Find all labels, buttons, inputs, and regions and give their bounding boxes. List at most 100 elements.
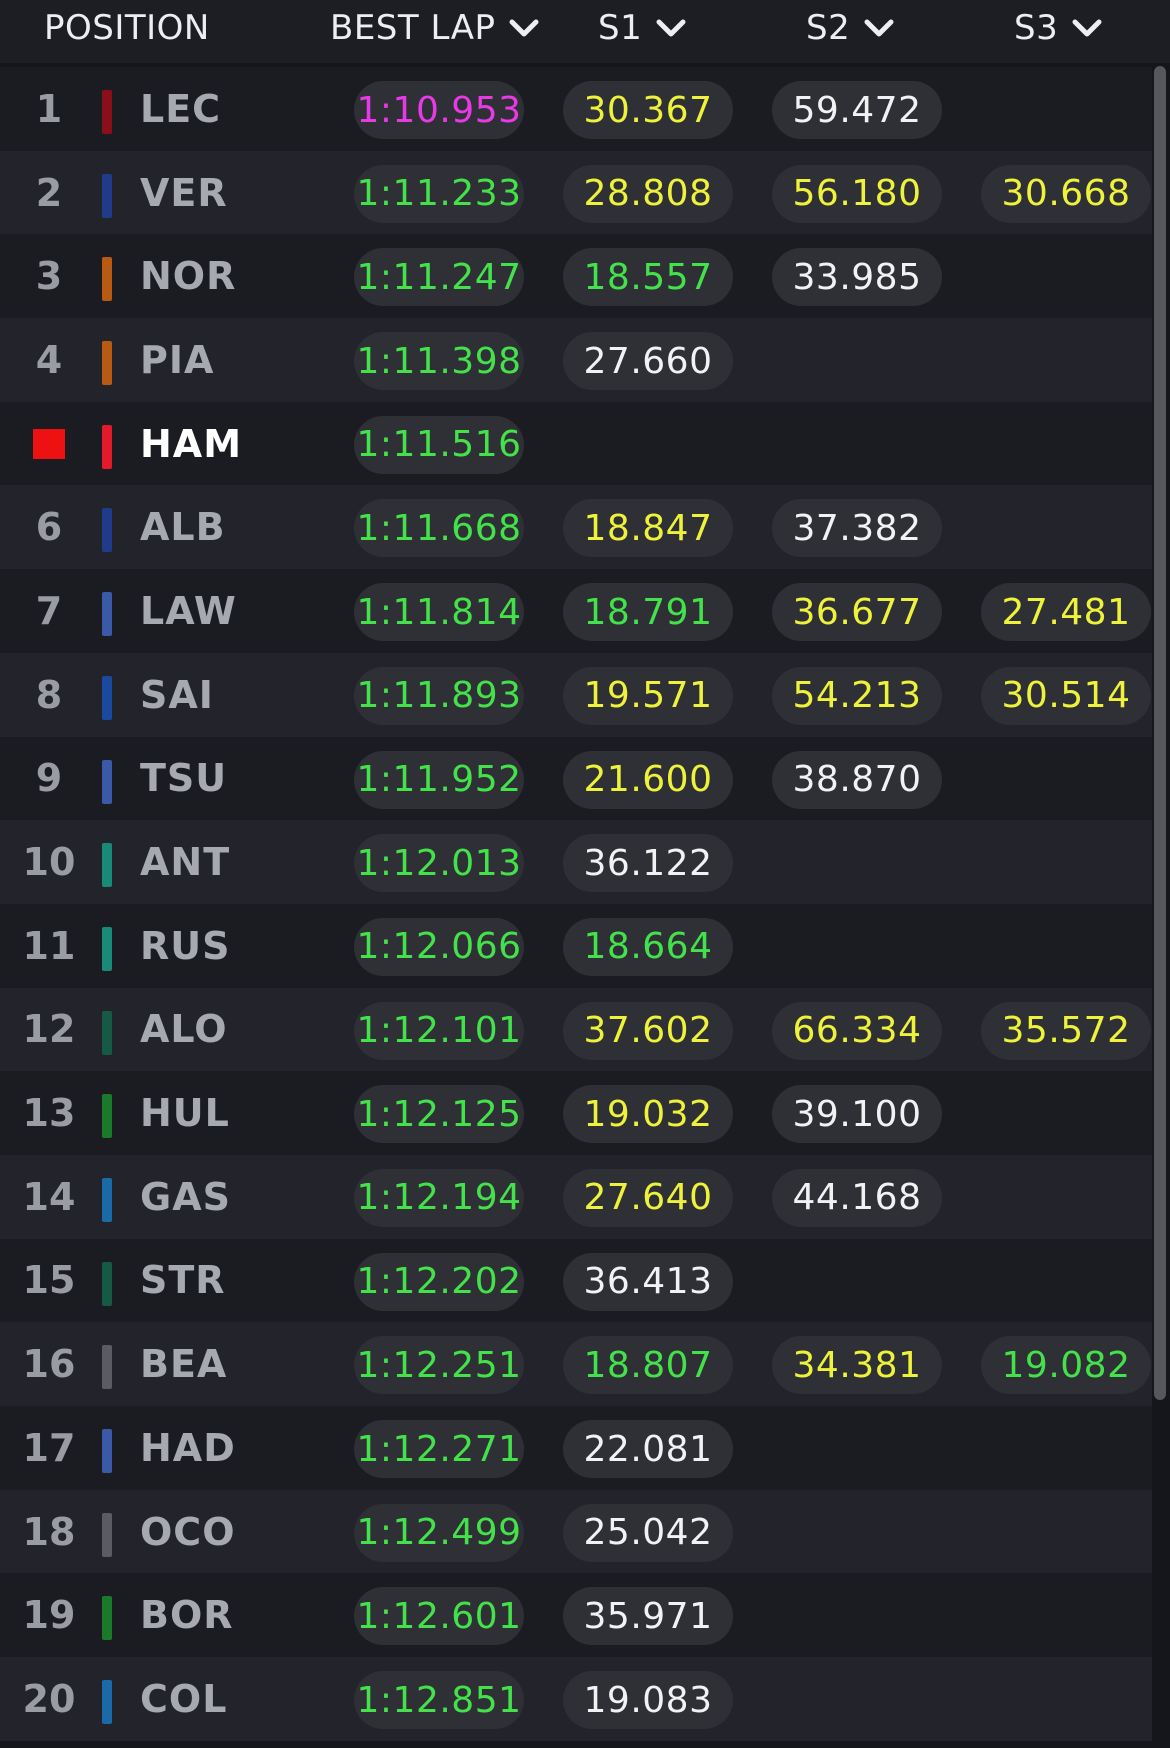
table-row[interactable]: 19 BOR 1:12.601 35.971 bbox=[0, 1573, 1152, 1658]
scrollbar[interactable] bbox=[1154, 66, 1166, 1400]
s3-time: 30.514 bbox=[981, 666, 1151, 725]
table-row[interactable]: HAM 1:11.516 bbox=[0, 401, 1152, 486]
best-lap-time: 1:12.851 bbox=[354, 1671, 524, 1730]
driver-code: STR bbox=[140, 1258, 226, 1303]
table-row[interactable]: 12 ALO 1:12.101 37.602 66.334 35.572 bbox=[0, 987, 1152, 1072]
table-row[interactable]: 6 ALB 1:11.668 18.847 37.382 bbox=[0, 485, 1152, 570]
best-lap-time: 1:11.952 bbox=[354, 750, 524, 809]
team-color-bar bbox=[102, 592, 112, 637]
best-lap-header-label: BEST LAP bbox=[330, 8, 496, 48]
position-number: 19 bbox=[22, 1593, 76, 1638]
driver-code: COL bbox=[140, 1676, 228, 1721]
s1-time: 28.808 bbox=[563, 164, 733, 223]
s1-time: 18.557 bbox=[563, 248, 733, 307]
driver-code: TSU bbox=[140, 756, 228, 801]
s3-time: 35.572 bbox=[981, 1001, 1151, 1060]
best-lap-time: 1:11.516 bbox=[354, 415, 524, 474]
s1-time: 19.083 bbox=[563, 1671, 733, 1730]
driver-code: HAD bbox=[140, 1425, 236, 1470]
best-lap-time: 1:11.893 bbox=[354, 666, 524, 725]
position-number: 10 bbox=[22, 840, 76, 885]
table-row[interactable]: 17 HAD 1:12.271 22.081 bbox=[0, 1406, 1152, 1490]
driver-code: ANT bbox=[140, 840, 231, 885]
table-row[interactable]: 11 RUS 1:12.066 18.664 bbox=[0, 903, 1152, 988]
chevron-down-icon bbox=[656, 19, 686, 37]
s1-time: 27.640 bbox=[563, 1168, 733, 1227]
position-column-header: POSITION bbox=[44, 0, 210, 56]
table-row[interactable]: 9 TSU 1:11.952 21.600 38.870 bbox=[0, 736, 1152, 821]
table-row[interactable]: 18 OCO 1:12.499 25.042 bbox=[0, 1489, 1152, 1574]
position-number: 1 bbox=[35, 86, 63, 131]
position-number: 6 bbox=[35, 505, 63, 550]
driver-code: BEA bbox=[140, 1342, 228, 1387]
table-row[interactable]: 16 BEA 1:12.251 18.807 34.381 19.082 bbox=[0, 1322, 1152, 1406]
s1-sort-button[interactable]: S1 bbox=[598, 0, 686, 56]
s1-time: 18.807 bbox=[563, 1336, 733, 1395]
driver-code: PIA bbox=[140, 337, 215, 382]
table-row[interactable]: 10 ANT 1:12.013 36.122 bbox=[0, 820, 1152, 904]
driver-code: RUS bbox=[140, 923, 231, 968]
position-number: 18 bbox=[22, 1509, 76, 1554]
s3-sort-button[interactable]: S3 bbox=[1014, 0, 1102, 56]
s1-time: 37.602 bbox=[563, 1001, 733, 1060]
driver-code: OCO bbox=[140, 1509, 236, 1554]
s1-time: 25.042 bbox=[563, 1503, 733, 1562]
team-color-bar bbox=[102, 173, 112, 218]
team-color-bar bbox=[102, 1261, 112, 1306]
s2-sort-button[interactable]: S2 bbox=[806, 0, 894, 56]
table-row[interactable]: 2 VER 1:11.233 28.808 56.180 30.668 bbox=[0, 150, 1152, 235]
best-lap-sort-button[interactable]: BEST LAP bbox=[330, 0, 539, 56]
best-lap-time: 1:12.499 bbox=[354, 1503, 524, 1562]
table-row[interactable]: 14 GAS 1:12.194 27.640 44.168 bbox=[0, 1154, 1152, 1239]
team-color-bar bbox=[102, 759, 112, 804]
position-number: 13 bbox=[22, 1091, 76, 1136]
s2-time: 54.213 bbox=[772, 666, 942, 725]
timing-table: 1 LEC 1:10.953 30.367 59.472 2 VER 1:11.233 28.8… bbox=[0, 67, 1152, 1741]
s2-time: 36.677 bbox=[772, 583, 942, 642]
team-color-bar bbox=[102, 1680, 112, 1725]
s1-time: 27.660 bbox=[563, 332, 733, 391]
best-lap-time: 1:10.953 bbox=[354, 81, 524, 139]
best-lap-time: 1:12.251 bbox=[354, 1336, 524, 1395]
best-lap-time: 1:11.398 bbox=[354, 332, 524, 391]
best-lap-time: 1:11.668 bbox=[354, 499, 524, 558]
driver-code: LEC bbox=[140, 86, 222, 131]
position-number: 3 bbox=[35, 254, 63, 299]
table-row[interactable]: 3 NOR 1:11.247 18.557 33.985 bbox=[0, 234, 1152, 319]
team-color-bar bbox=[102, 1345, 112, 1390]
table-row[interactable]: 7 LAW 1:11.814 18.791 36.677 27.481 bbox=[0, 569, 1152, 653]
team-color-bar bbox=[102, 1094, 112, 1139]
position-marker bbox=[0, 402, 98, 486]
best-lap-time: 1:12.202 bbox=[354, 1252, 524, 1311]
table-row[interactable]: 20 COL 1:12.851 19.083 bbox=[0, 1657, 1152, 1741]
team-color-bar bbox=[102, 1596, 112, 1641]
driver-code: GAS bbox=[140, 1174, 231, 1219]
team-color-bar bbox=[102, 341, 112, 386]
position-number: 14 bbox=[22, 1174, 76, 1219]
table-row[interactable]: 1 LEC 1:10.953 30.367 59.472 bbox=[0, 67, 1152, 151]
team-color-bar bbox=[102, 675, 112, 720]
team-color-bar bbox=[102, 1429, 112, 1473]
team-color-bar bbox=[102, 1512, 112, 1557]
position-number: 2 bbox=[35, 170, 63, 215]
position-number: 11 bbox=[22, 923, 76, 968]
table-row[interactable]: 13 HUL 1:12.125 19.032 39.100 bbox=[0, 1071, 1152, 1155]
s1-time: 30.367 bbox=[563, 81, 733, 139]
position-number: 7 bbox=[35, 588, 63, 633]
team-color-bar bbox=[102, 843, 112, 888]
best-lap-time: 1:12.013 bbox=[354, 834, 524, 893]
driver-code: VER bbox=[140, 170, 228, 215]
position-number: 12 bbox=[22, 1007, 76, 1052]
table-row[interactable]: 8 SAI 1:11.893 19.571 54.213 30.514 bbox=[0, 652, 1152, 737]
s2-time: 56.180 bbox=[772, 164, 942, 223]
position-number: 8 bbox=[35, 672, 63, 717]
table-row[interactable]: 15 STR 1:12.202 36.413 bbox=[0, 1238, 1152, 1323]
s2-time: 66.334 bbox=[772, 1001, 942, 1060]
s3-time: 30.668 bbox=[981, 164, 1151, 223]
table-row[interactable]: 4 PIA 1:11.398 27.660 bbox=[0, 318, 1152, 402]
s1-time: 35.971 bbox=[563, 1587, 733, 1646]
s1-time: 21.600 bbox=[563, 750, 733, 809]
team-color-bar bbox=[102, 1010, 112, 1055]
team-color-bar bbox=[102, 90, 112, 134]
chevron-down-icon bbox=[864, 19, 894, 37]
